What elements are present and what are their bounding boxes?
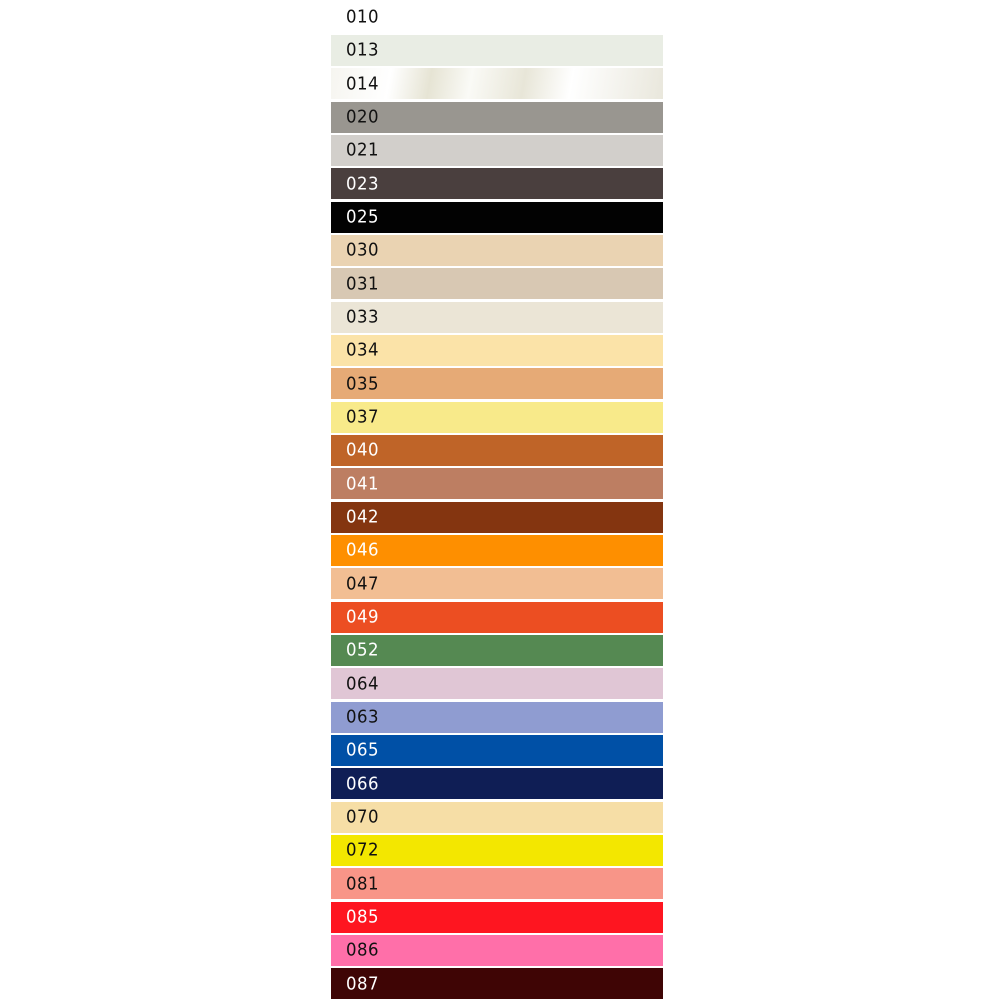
- color-swatch-034: 034: [331, 334, 663, 366]
- swatch-code-label: 013: [346, 39, 379, 61]
- swatch-code-label: 014: [346, 73, 379, 95]
- color-swatch-064: 064: [331, 668, 663, 700]
- swatch-code-label: 064: [346, 673, 379, 695]
- color-swatch-013: 013: [331, 34, 663, 66]
- color-swatch-066: 066: [331, 768, 663, 800]
- swatch-code-label: 047: [346, 573, 379, 595]
- swatch-code-label: 086: [346, 939, 379, 961]
- swatch-code-label: 087: [346, 973, 379, 995]
- color-swatch-052: 052: [331, 634, 663, 666]
- color-swatch-086: 086: [331, 934, 663, 966]
- color-swatch-085: 085: [331, 901, 663, 933]
- swatch-code-label: 065: [346, 739, 379, 761]
- color-swatch-042: 042: [331, 501, 663, 533]
- color-swatch-035: 035: [331, 368, 663, 400]
- swatch-code-label: 035: [346, 373, 379, 395]
- color-swatch-081: 081: [331, 868, 663, 900]
- swatch-code-label: 031: [346, 273, 379, 295]
- color-swatch-041: 041: [331, 468, 663, 500]
- swatch-code-label: 066: [346, 773, 379, 795]
- color-swatch-070: 070: [331, 801, 663, 833]
- color-swatch-chart: 010 013 014 020 021 023 025 030 031 033 034 035 037 0…: [331, 0, 663, 1000]
- color-swatch-014: 014: [331, 68, 663, 100]
- swatch-code-label: 023: [346, 173, 379, 195]
- swatch-code-label: 072: [346, 839, 379, 861]
- swatch-code-label: 049: [346, 606, 379, 628]
- swatch-code-label: 040: [346, 439, 379, 461]
- color-swatch-049: 049: [331, 601, 663, 633]
- swatch-code-label: 021: [346, 139, 379, 161]
- color-swatch-072: 072: [331, 834, 663, 866]
- swatch-code-label: 052: [346, 639, 379, 661]
- color-swatch-010: 010: [331, 1, 663, 33]
- color-swatch-037: 037: [331, 401, 663, 433]
- color-swatch-047: 047: [331, 568, 663, 600]
- swatch-code-label: 037: [346, 406, 379, 428]
- color-swatch-040: 040: [331, 434, 663, 466]
- swatch-code-label: 025: [346, 206, 379, 228]
- swatch-code-label: 034: [346, 339, 379, 361]
- swatch-code-label: 010: [346, 6, 379, 28]
- color-swatch-033: 033: [331, 301, 663, 333]
- color-swatch-031: 031: [331, 268, 663, 300]
- color-swatch-046: 046: [331, 534, 663, 566]
- color-swatch-065: 065: [331, 734, 663, 766]
- color-swatch-087: 087: [331, 968, 663, 1000]
- swatch-code-label: 046: [346, 539, 379, 561]
- swatch-code-label: 070: [346, 806, 379, 828]
- swatch-code-label: 041: [346, 473, 379, 495]
- swatch-code-label: 030: [346, 239, 379, 261]
- swatch-code-label: 063: [346, 706, 379, 728]
- color-swatch-020: 020: [331, 101, 663, 133]
- color-swatch-025: 025: [331, 201, 663, 233]
- swatch-code-label: 020: [346, 106, 379, 128]
- swatch-code-label: 085: [346, 906, 379, 928]
- swatch-code-label: 081: [346, 873, 379, 895]
- color-swatch-023: 023: [331, 168, 663, 200]
- color-swatch-063: 063: [331, 701, 663, 733]
- color-swatch-021: 021: [331, 134, 663, 166]
- swatch-code-label: 033: [346, 306, 379, 328]
- color-swatch-030: 030: [331, 234, 663, 266]
- swatch-code-label: 042: [346, 506, 379, 528]
